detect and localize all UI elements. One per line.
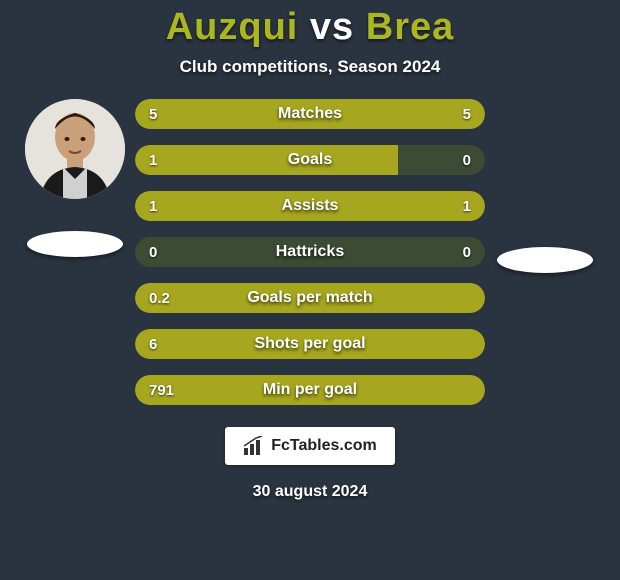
stat-label: Hattricks — [135, 237, 485, 267]
stat-label: Matches — [135, 99, 485, 129]
player-left-column — [15, 99, 135, 257]
subtitle: Club competitions, Season 2024 — [180, 57, 441, 77]
person-icon — [25, 99, 125, 199]
player-left-avatar — [25, 99, 125, 199]
stat-bar: 6Shots per goal — [135, 329, 485, 359]
page-title: Auzqui vs Brea — [166, 6, 455, 49]
player-right-team-badge — [497, 247, 593, 273]
stat-label: Goals — [135, 145, 485, 175]
player-right-avatar — [495, 105, 595, 205]
stats-bars: 55Matches 10Goals 11Assists 00Hattricks 0.2G… — [135, 99, 485, 405]
stat-label: Assists — [135, 191, 485, 221]
title-vs: vs — [310, 6, 354, 48]
stat-bar: 11Assists — [135, 191, 485, 221]
player-left-team-badge — [27, 231, 123, 257]
brand-text: FcTables.com — [271, 437, 377, 455]
stat-label: Shots per goal — [135, 329, 485, 359]
body-row: 55Matches 10Goals 11Assists 00Hattricks 0.2G… — [0, 99, 620, 405]
stat-bar: 791Min per goal — [135, 375, 485, 405]
stat-bar: 0.2Goals per match — [135, 283, 485, 313]
stat-bar: 00Hattricks — [135, 237, 485, 267]
chart-icon — [243, 436, 265, 456]
brand-badge[interactable]: FcTables.com — [225, 427, 395, 465]
content: Auzqui vs Brea Club competitions, Season… — [0, 0, 620, 580]
player-right-column — [485, 99, 605, 273]
title-player1: Auzqui — [166, 6, 299, 48]
title-player2: Brea — [366, 6, 455, 48]
stat-label: Min per goal — [135, 375, 485, 405]
stat-bar: 55Matches — [135, 99, 485, 129]
stat-label: Goals per match — [135, 283, 485, 313]
date-text: 30 august 2024 — [253, 483, 368, 501]
stat-bar: 10Goals — [135, 145, 485, 175]
